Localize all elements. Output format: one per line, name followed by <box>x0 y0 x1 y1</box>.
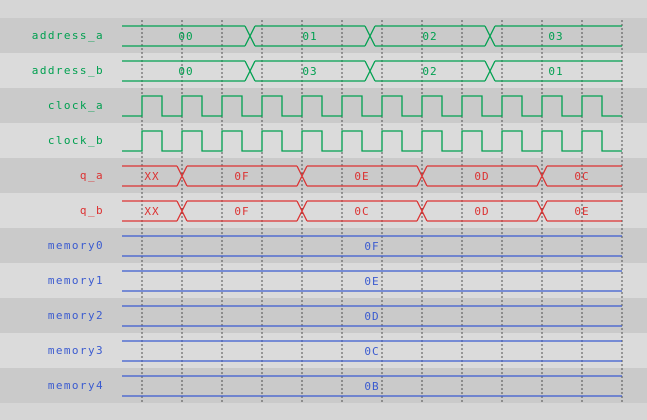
signal-label-q_a[interactable]: q_a <box>79 169 104 182</box>
bus-value-memory1: 0E <box>364 275 379 288</box>
bus-value-q_a: 0D <box>474 170 489 183</box>
wave-memory2 <box>122 305 622 327</box>
bus-value-q_a: 0E <box>354 170 369 183</box>
bus-value-q_b: 0D <box>474 205 489 218</box>
wave-address_b <box>122 60 622 82</box>
bus-value-address_a: 00 <box>178 30 193 43</box>
bus-value-address_a: 02 <box>422 30 437 43</box>
bus-value-memory3: 0C <box>364 345 379 358</box>
bus-value-address_b: 00 <box>178 65 193 78</box>
signal-row-memory4[interactable]: memory4 <box>0 368 647 403</box>
wave-q_b <box>122 200 622 222</box>
bus-value-q_b: 0F <box>234 205 249 218</box>
wave-memory1 <box>122 270 622 292</box>
signal-label-memory0[interactable]: memory0 <box>47 239 104 252</box>
signal-row-memory2[interactable]: memory2 <box>0 298 647 333</box>
wave-clock_b <box>122 130 622 152</box>
bus-value-memory0: 0F <box>364 240 379 253</box>
wave-q_a <box>122 165 622 187</box>
wave-clock_a <box>122 95 622 117</box>
signal-row-memory3[interactable]: memory3 <box>0 333 647 368</box>
signal-label-memory4[interactable]: memory4 <box>47 379 104 392</box>
bus-value-address_b: 01 <box>548 65 563 78</box>
wave-memory4 <box>122 375 622 397</box>
signal-row-q_a[interactable]: q_a <box>0 158 647 193</box>
bus-value-memory4: 0B <box>364 380 379 393</box>
bus-value-address_b: 03 <box>302 65 317 78</box>
signal-row-clock_b[interactable]: clock_b <box>0 123 647 158</box>
wave-memory3 <box>122 340 622 362</box>
bus-value-q_a: 0C <box>574 170 589 183</box>
signal-row-memory1[interactable]: memory1 <box>0 263 647 298</box>
signal-label-memory2[interactable]: memory2 <box>47 309 104 322</box>
bus-value-q_b: XX <box>144 205 159 218</box>
bus-value-q_a: XX <box>144 170 159 183</box>
signal-row-q_b[interactable]: q_b <box>0 193 647 228</box>
wave-memory0 <box>122 235 622 257</box>
bus-value-address_a: 01 <box>302 30 317 43</box>
bus-value-q_b: 0E <box>574 205 589 218</box>
signal-label-clock_a[interactable]: clock_a <box>47 99 104 112</box>
signal-label-address_b[interactable]: address_b <box>31 64 104 77</box>
wave-address_a <box>122 25 622 47</box>
bus-value-memory2: 0D <box>364 310 379 323</box>
bus-value-q_b: 0C <box>354 205 369 218</box>
signal-row-address_b[interactable]: address_b <box>0 53 647 88</box>
signal-row-memory0[interactable]: memory0 <box>0 228 647 263</box>
bus-value-address_b: 02 <box>422 65 437 78</box>
signal-row-address_a[interactable]: address_a <box>0 18 647 53</box>
bus-value-address_a: 03 <box>548 30 563 43</box>
signal-row-clock_a[interactable]: clock_a <box>0 88 647 123</box>
signal-label-clock_b[interactable]: clock_b <box>47 134 104 147</box>
signal-label-memory3[interactable]: memory3 <box>47 344 104 357</box>
signal-label-address_a[interactable]: address_a <box>31 29 104 42</box>
signal-label-memory1[interactable]: memory1 <box>47 274 104 287</box>
signal-label-q_b[interactable]: q_b <box>79 204 104 217</box>
bus-value-q_a: 0F <box>234 170 249 183</box>
